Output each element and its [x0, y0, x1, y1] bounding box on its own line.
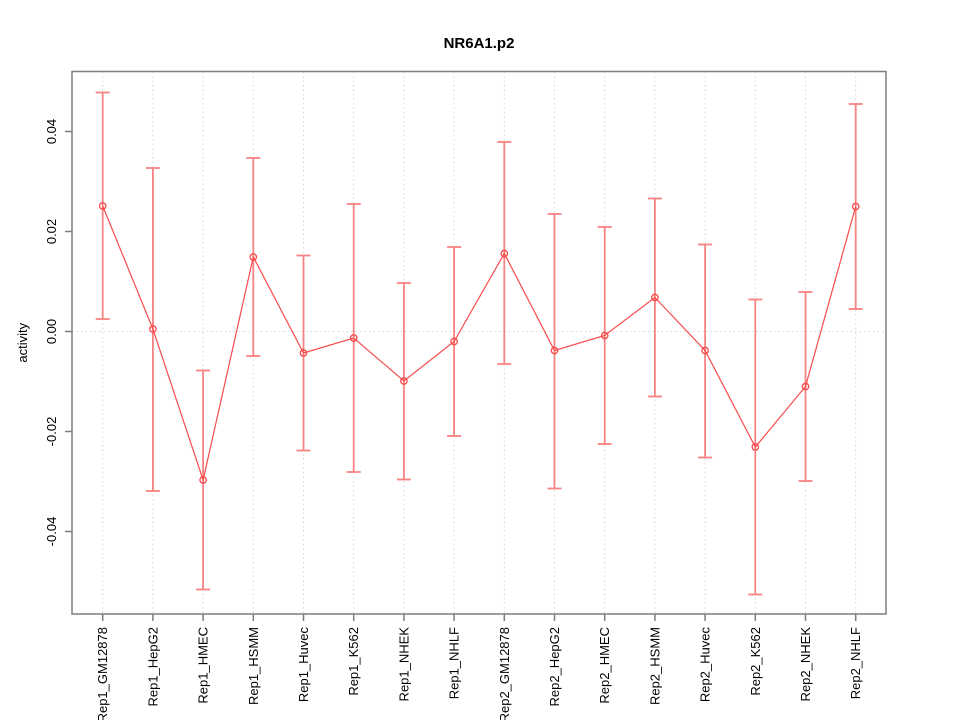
data-point	[600, 331, 609, 340]
x-tick-label: Rep2_Huvec	[698, 627, 713, 703]
data-point	[149, 325, 157, 333]
x-tick-label: Rep2_K562	[748, 627, 763, 696]
y-axis-label: activity	[15, 322, 30, 362]
error-bar	[547, 213, 562, 490]
data-point	[701, 346, 709, 355]
axis-ticks	[65, 130, 857, 621]
x-tick-label: Rep1_NHEK	[396, 627, 411, 702]
x-tick-label: Rep1_K562	[346, 627, 361, 696]
data-point	[751, 443, 760, 451]
x-tick-label: Rep1_HepG2	[145, 627, 160, 707]
data-point	[199, 476, 207, 484]
data-point	[349, 334, 358, 342]
x-tick-label: Rep1_NHLF	[447, 627, 462, 699]
data-point	[550, 346, 559, 355]
x-tick-label: Rep2_GM12878	[497, 627, 512, 720]
y-tick-label: -0.02	[44, 417, 59, 447]
x-tick-label: Rep2_HMEC	[597, 627, 612, 704]
chart-title: NR6A1.p2	[444, 35, 515, 52]
data-point	[400, 377, 408, 385]
x-tick-label: Rep2_HepG2	[547, 627, 562, 707]
y-tick-label: 0.02	[44, 219, 59, 244]
data-point	[299, 349, 308, 357]
error-bars	[95, 91, 863, 596]
x-tick-label: Rep1_Huvec	[296, 627, 311, 703]
plot-frame	[71, 70, 887, 615]
y-tick-label: 0.04	[44, 119, 59, 144]
data-point	[651, 293, 659, 302]
data-point	[249, 253, 258, 261]
x-tick-label: Rep1_GM12878	[95, 627, 110, 720]
gridlines	[72, 71, 886, 614]
x-tick-label: Rep1_HSMM	[246, 627, 261, 705]
x-tick-label: Rep2_NHEK	[798, 627, 813, 702]
x-tick-label: Rep1_HMEC	[196, 627, 211, 704]
data-point	[801, 382, 810, 391]
data-point	[851, 202, 860, 211]
error-bar	[95, 91, 110, 320]
data-point	[500, 249, 509, 258]
x-tick-label: Rep2_NHLF	[848, 627, 863, 699]
data-point	[98, 202, 107, 210]
axis-text: NR6A1.p2 activity -0.04 -0.02 0.00 0.02 0.04…	[15, 35, 863, 720]
y-tick-label: -0.04	[44, 517, 59, 547]
y-tick-label: 0.00	[44, 319, 59, 344]
plot-border	[71, 70, 887, 615]
data-series	[98, 202, 860, 484]
x-tick-label: Rep2_HSMM	[647, 627, 662, 705]
data-point	[450, 337, 458, 346]
series-line	[102, 205, 857, 483]
